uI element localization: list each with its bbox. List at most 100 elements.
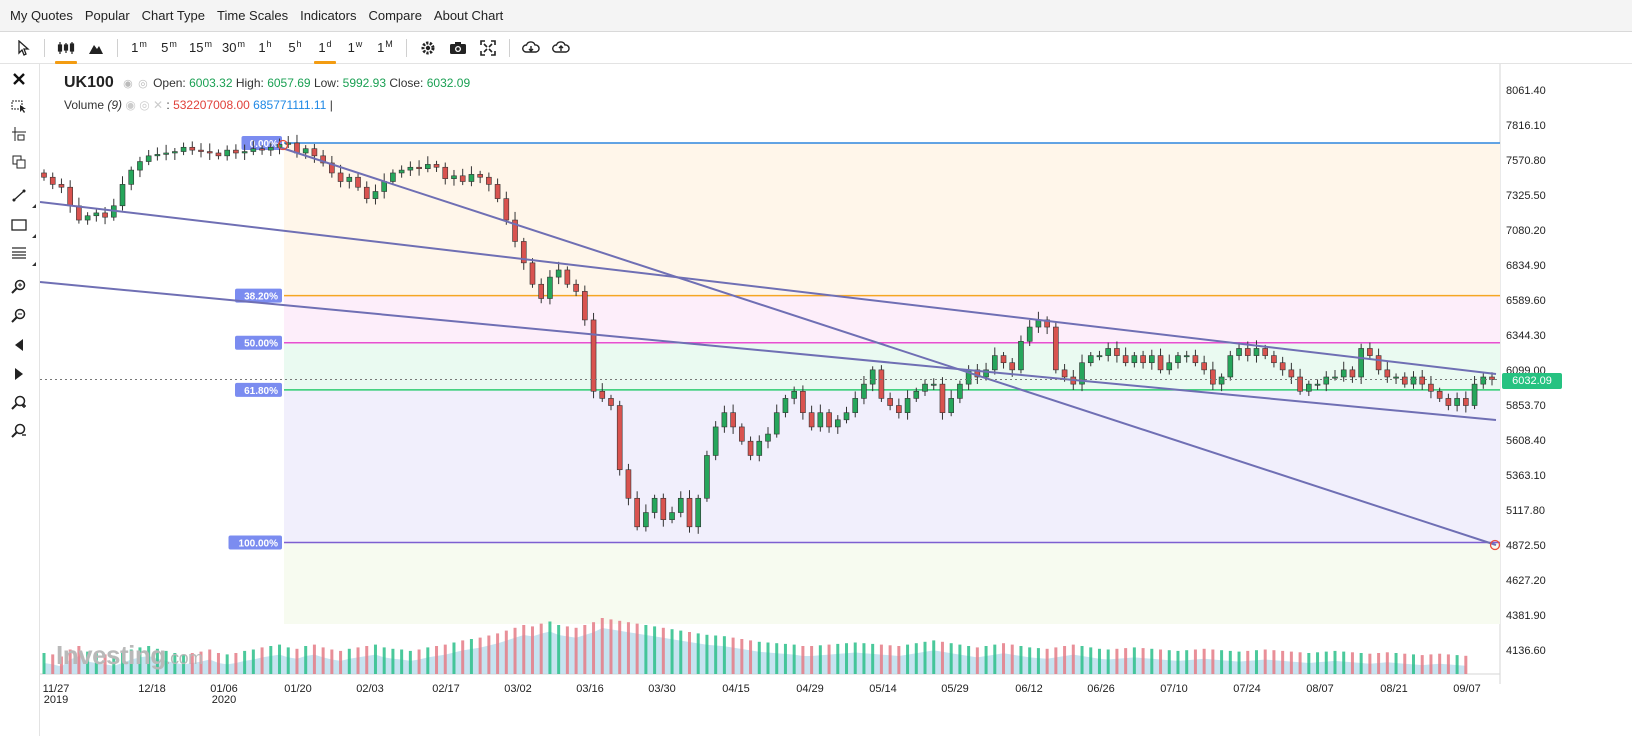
cloud-upload-icon[interactable] bbox=[548, 35, 574, 61]
zoom-in-icon[interactable] bbox=[8, 276, 30, 298]
candle-body bbox=[363, 186, 370, 199]
time-tick-label: 03/30 bbox=[648, 683, 676, 695]
volume-bar bbox=[522, 625, 526, 674]
volume-bar bbox=[801, 646, 805, 674]
volume-bar bbox=[600, 618, 604, 674]
timeframe-30m-button[interactable]: 30 m bbox=[221, 38, 245, 56]
settings-small-icon[interactable]: ◎ bbox=[138, 78, 148, 90]
volume-bar bbox=[923, 641, 927, 674]
candles-icon[interactable] bbox=[53, 35, 79, 64]
copy-icon[interactable] bbox=[8, 151, 30, 173]
menu-compare[interactable]: Compare bbox=[368, 7, 422, 23]
pointer-icon[interactable] bbox=[10, 35, 36, 61]
candle-body bbox=[407, 166, 414, 171]
menu-chart-type[interactable]: Chart Type bbox=[141, 7, 206, 23]
volume-bar bbox=[1281, 650, 1285, 674]
back-icon[interactable] bbox=[8, 334, 30, 356]
select-icon[interactable] bbox=[8, 95, 30, 117]
candle-body bbox=[1000, 355, 1007, 364]
menu-popular[interactable]: Popular bbox=[84, 7, 130, 23]
menu-time-scales[interactable]: Time Scales bbox=[217, 7, 289, 23]
candle-body bbox=[677, 497, 684, 513]
volume-bar bbox=[234, 653, 238, 674]
volume-bar bbox=[1411, 654, 1415, 674]
timeframe-15m-button[interactable]: 15 m bbox=[189, 38, 212, 56]
volume-bar bbox=[722, 636, 726, 674]
zoom-out-icon[interactable] bbox=[8, 305, 30, 327]
fibonacci-icon[interactable] bbox=[8, 242, 36, 266]
candle-body bbox=[1332, 376, 1338, 379]
volume-bar bbox=[129, 649, 133, 674]
add-icon[interactable] bbox=[8, 392, 30, 414]
candle-body bbox=[1227, 355, 1234, 378]
menu-my-quotes[interactable]: My Quotes bbox=[10, 7, 73, 23]
volume-bar bbox=[59, 656, 63, 674]
remove-icon[interactable] bbox=[8, 420, 30, 442]
low-label: Low: bbox=[313, 76, 340, 90]
trend-line[interactable] bbox=[40, 201, 1497, 375]
fib-level-badge bbox=[235, 288, 282, 303]
time-tick-label: 03/02 bbox=[504, 683, 532, 695]
volume-bar bbox=[452, 642, 456, 674]
volume-bar bbox=[1028, 647, 1032, 674]
candle-body bbox=[189, 146, 196, 151]
volume-bar bbox=[1097, 648, 1101, 674]
trend-line[interactable] bbox=[40, 281, 1497, 421]
candle-body bbox=[721, 412, 728, 428]
volume-period: (9) bbox=[107, 98, 123, 112]
candle-body bbox=[564, 269, 571, 285]
price-tick-label: 4872.50 bbox=[1506, 540, 1546, 552]
crosshair-icon[interactable] bbox=[8, 123, 30, 145]
menu-indicators[interactable]: Indicators bbox=[300, 7, 357, 23]
volume-bar bbox=[138, 647, 142, 674]
volume-bar bbox=[949, 643, 953, 674]
volume-bar bbox=[940, 641, 944, 674]
camera-icon[interactable] bbox=[445, 35, 471, 61]
rectangle-icon[interactable] bbox=[8, 214, 36, 238]
eye-icon[interactable]: ◉ bbox=[123, 78, 133, 90]
volume-bar bbox=[496, 633, 500, 674]
volume-bar bbox=[1036, 648, 1040, 674]
volume-bar bbox=[749, 640, 753, 674]
candle-body bbox=[1149, 355, 1155, 364]
candle-body bbox=[93, 212, 100, 217]
price-chart[interactable]: 0.00% 38.20% 50.00% 61.80% 100.00% 8061.40 781… bbox=[40, 64, 1632, 736]
trendline-icon[interactable] bbox=[8, 184, 36, 208]
candle-body bbox=[267, 146, 274, 151]
candle-body bbox=[1244, 348, 1251, 356]
mountain-icon[interactable] bbox=[83, 35, 109, 61]
volume-value-1: 532207008.00 bbox=[173, 98, 250, 112]
close-icon[interactable] bbox=[8, 68, 30, 90]
candle-body bbox=[180, 146, 187, 152]
fullscreen-icon[interactable] bbox=[475, 35, 501, 61]
eye-icon[interactable]: ◉ ◎ ✕ bbox=[125, 98, 164, 112]
candle-body bbox=[425, 164, 431, 169]
cloud-download-icon[interactable] bbox=[518, 35, 544, 61]
trend-line[interactable] bbox=[281, 147, 1497, 546]
volume-bar bbox=[1237, 651, 1241, 674]
candle-body bbox=[1262, 348, 1269, 356]
toolbar-separator bbox=[44, 38, 45, 57]
trendline-anchor[interactable] bbox=[1489, 539, 1501, 551]
volume-bar bbox=[182, 654, 186, 674]
volume-bar bbox=[1193, 649, 1197, 674]
menu-about-chart[interactable]: About Chart bbox=[433, 7, 504, 23]
gear-icon[interactable] bbox=[415, 35, 441, 61]
volume-bar bbox=[1368, 653, 1372, 674]
trendline-anchor[interactable] bbox=[277, 139, 289, 151]
candle-body bbox=[922, 383, 928, 392]
candle-body bbox=[503, 198, 510, 221]
candle-body bbox=[1018, 341, 1024, 371]
volume-bar bbox=[1246, 650, 1250, 674]
candle-body bbox=[1201, 362, 1207, 371]
time-tick-year: 2019 bbox=[44, 694, 68, 706]
volume-bar bbox=[487, 635, 491, 674]
forward-icon[interactable] bbox=[8, 363, 30, 385]
